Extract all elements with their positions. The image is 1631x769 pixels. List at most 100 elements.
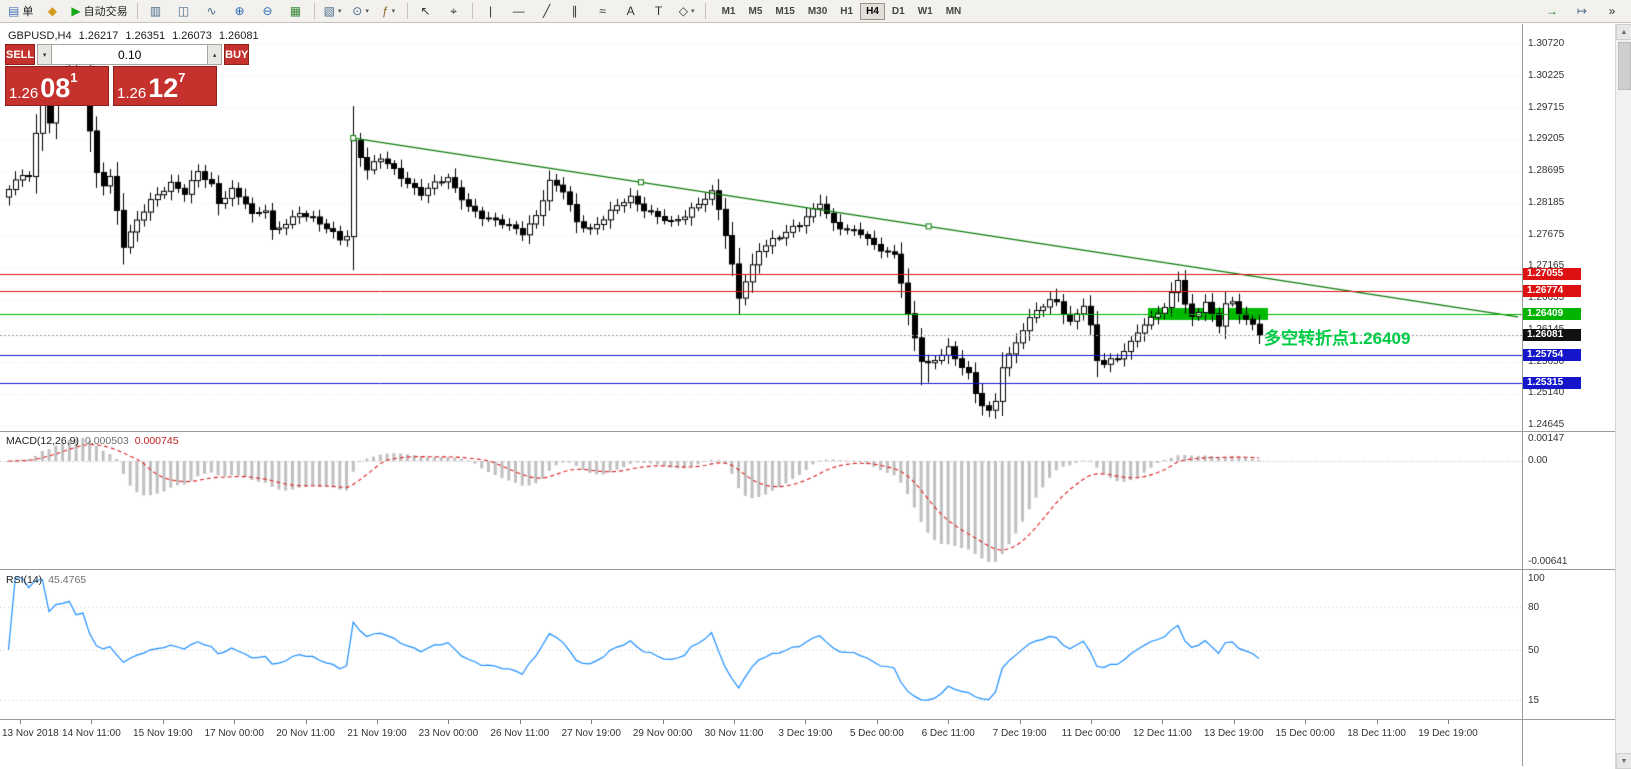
time-axis-tick <box>948 720 949 724</box>
vertical-line-button[interactable]: | <box>478 1 504 21</box>
ask-price-pip: 7 <box>178 70 186 85</box>
cursor-button[interactable]: ↖ <box>413 1 439 21</box>
label-button[interactable]: T <box>646 1 672 21</box>
toolbar-overflow-button[interactable]: » <box>1599 1 1625 21</box>
horizontal-line-button[interactable]: — <box>506 1 532 21</box>
timeframe-button-m1[interactable]: M1 <box>721 5 736 17</box>
bid-price-display[interactable]: 1.26 08 1 <box>5 66 109 106</box>
pane-separator[interactable] <box>0 431 1615 432</box>
fibonacci-icon: ≈ <box>599 4 606 18</box>
period-icon: ⊙ <box>352 4 363 18</box>
timeframe-button-m15[interactable]: M15 <box>775 5 795 17</box>
zoom-out-icon: ⊖ <box>262 4 273 18</box>
toolbar-main-group: ▤ 单 ◆ ▶ 自动交易 ▥ ◫ ∿ ⊕ ⊖ ▦ ▧ ▾ ⊙ ▾ ƒ ▾ ↖ ⌖ | — ╱ ∥ ≈ A T ◇ ▾ <box>4 1 709 21</box>
time-axis-tick <box>1377 720 1378 724</box>
ask-price-prefix: 1.26 <box>117 84 147 102</box>
indicators-icon: ƒ <box>381 4 389 18</box>
period-button[interactable]: ⊙ ▾ <box>348 1 374 21</box>
price-axis-label: 1.24645 <box>1528 419 1565 430</box>
price-axis-label: 1.28695 <box>1528 165 1565 176</box>
price-axis: 1.30720 1.30225 1.29715 1.29205 1.28695 1.281… <box>1522 24 1616 766</box>
time-axis-label: 14 Nov 11:00 <box>62 728 121 739</box>
cursor-icon: ↖ <box>420 4 431 18</box>
timeframe-button-h4[interactable]: H4 <box>860 2 885 20</box>
timeframe-button-mn[interactable]: MN <box>945 5 962 17</box>
time-axis-label: 18 Dec 11:00 <box>1347 728 1406 739</box>
line-chart-icon: ∿ <box>206 4 217 18</box>
buy-button[interactable]: BUY <box>224 44 250 65</box>
text-button[interactable]: A <box>618 1 644 21</box>
rsi-axis-label: 80 <box>1528 601 1540 613</box>
one-click-trading-panel: SELL ▾ ▴ BUY 1.26 08 1 1.26 12 7 <box>5 44 250 106</box>
bar-chart-button[interactable]: ▥ <box>143 1 169 21</box>
zoom-out-button[interactable]: ⊖ <box>255 1 281 21</box>
timeframe-group: M1 M5 M15 M30 H1 H4 D1 W1 MN <box>716 2 968 20</box>
time-axis-label: 19 Dec 19:00 <box>1418 728 1478 739</box>
pane-separator[interactable] <box>0 569 1615 570</box>
time-axis-tick <box>520 720 521 724</box>
price-axis-label: 1.30720 <box>1528 38 1565 49</box>
toolbar-divider <box>704 3 706 19</box>
chart-shift-button[interactable]: ↦ <box>1569 1 1595 21</box>
time-axis-tick <box>734 720 735 724</box>
sell-button[interactable]: SELL <box>5 44 36 65</box>
pivot-annotation-text[interactable]: 多空转折点1.26409 <box>1264 329 1411 348</box>
rsi-value: 45.4765 <box>48 574 87 586</box>
arrow-down-icon: ▼ <box>1620 757 1628 765</box>
timeframe-button-w1[interactable]: W1 <box>917 5 933 17</box>
scrollbar-thumb[interactable] <box>1618 42 1631 90</box>
new-order-icon: ▤ <box>8 4 20 18</box>
time-axis-tick <box>1305 720 1306 724</box>
spinner-down-icon: ▾ <box>42 51 47 59</box>
new-chart-button[interactable]: ▧ ▾ <box>320 1 346 21</box>
toolbar-divider <box>406 3 408 19</box>
toolbar: ▤ 单 ◆ ▶ 自动交易 ▥ ◫ ∿ ⊕ ⊖ ▦ ▧ ▾ ⊙ ▾ ƒ ▾ ↖ ⌖ | — ╱ ∥ ≈ A T ◇ ▾ M1 M5 M15 M… <box>0 0 1631 23</box>
volume-control: ▾ ▴ <box>37 44 223 65</box>
main-price-chart[interactable] <box>0 24 1522 431</box>
scroll-down-button[interactable]: ▼ <box>1616 753 1631 769</box>
new-order-button[interactable]: ▤ 单 <box>4 1 37 21</box>
volume-increase-button[interactable]: ▴ <box>207 44 223 65</box>
timeframe-button-m30[interactable]: M30 <box>807 5 828 17</box>
vertical-scrollbar[interactable]: ▲ ▼ <box>1615 24 1631 769</box>
timeframe-button-h1[interactable]: H1 <box>840 5 854 17</box>
ask-price-display[interactable]: 1.26 12 7 <box>113 66 217 106</box>
toolbar-divider <box>471 3 473 19</box>
trendline-button[interactable]: ╱ <box>534 1 560 21</box>
time-axis-tick <box>1091 720 1092 724</box>
chart-shift-icon: ↦ <box>1576 4 1588 18</box>
time-axis: 13 Nov 2018 14 Nov 11:00 15 Nov 19:00 17 No… <box>0 720 1522 743</box>
price-axis-label: 1.26655 <box>1528 292 1565 303</box>
tile-windows-button[interactable]: ▦ <box>283 1 309 21</box>
auto-scroll-button[interactable]: → <box>1539 1 1565 21</box>
period-caret-icon: ▾ <box>365 8 369 15</box>
time-axis-tick <box>1020 720 1021 724</box>
candlestick-chart-button[interactable]: ◫ <box>171 1 197 21</box>
zoom-in-button[interactable]: ⊕ <box>227 1 253 21</box>
time-axis-tick <box>306 720 307 724</box>
new-chart-icon: ▧ <box>323 4 335 18</box>
time-axis-label: 13 Nov 2018 <box>2 728 59 739</box>
pane-separator[interactable] <box>0 719 1615 720</box>
time-axis-label: 11 Dec 00:00 <box>1061 728 1121 739</box>
shapes-icon: ◇ <box>678 4 688 18</box>
channel-button[interactable]: ∥ <box>562 1 588 21</box>
rsi-indicator-chart[interactable] <box>0 570 1522 719</box>
shapes-button[interactable]: ◇ ▾ <box>674 1 700 21</box>
trendline-icon: ╱ <box>542 4 551 18</box>
price-level-badge: 1.26409 <box>1523 308 1581 321</box>
line-chart-button[interactable]: ∿ <box>199 1 225 21</box>
scroll-up-button[interactable]: ▲ <box>1616 24 1631 40</box>
indicators-button[interactable]: ƒ ▾ <box>376 1 402 21</box>
spinner-up-icon: ▴ <box>212 51 217 59</box>
macd-indicator-chart[interactable] <box>0 432 1522 569</box>
volume-input[interactable] <box>52 44 208 65</box>
time-axis-label: 7 Dec 19:00 <box>992 728 1047 739</box>
fibonacci-button[interactable]: ≈ <box>590 1 616 21</box>
volume-decrease-button[interactable]: ▾ <box>37 44 53 65</box>
market-watch-button[interactable]: ◆ <box>39 1 65 21</box>
crosshair-button[interactable]: ⌖ <box>441 1 467 21</box>
timeframe-button-d1[interactable]: D1 <box>891 5 905 17</box>
autotrade-button[interactable]: ▶ 自动交易 <box>67 1 131 21</box>
timeframe-button-m5[interactable]: M5 <box>748 5 763 17</box>
